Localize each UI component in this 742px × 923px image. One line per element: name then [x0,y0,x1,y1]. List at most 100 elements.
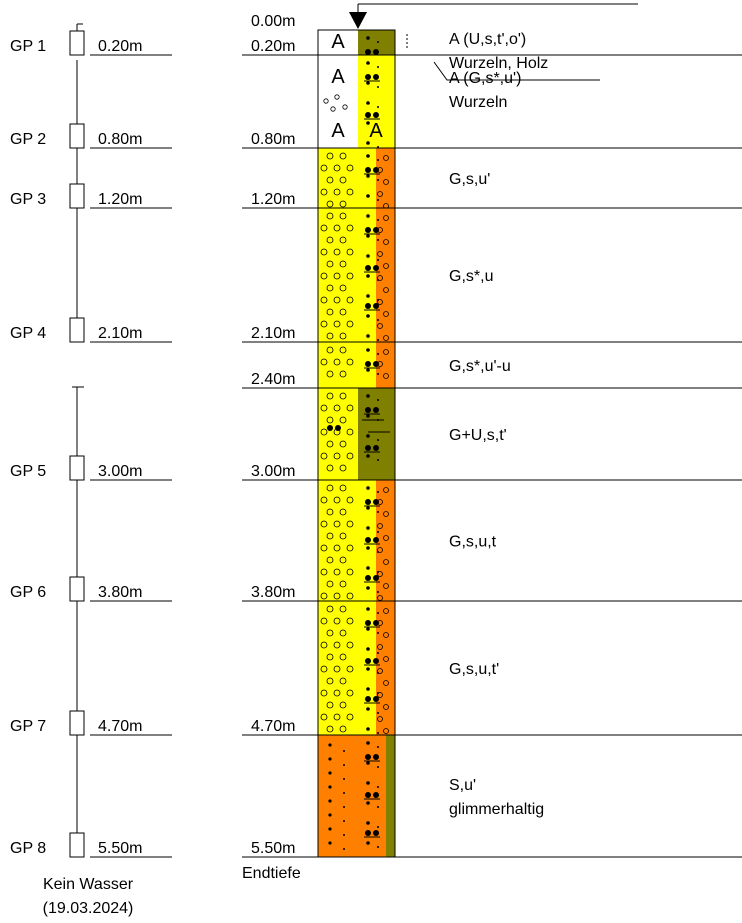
gravel-circle [383,680,389,686]
silt-double-dot [373,167,379,173]
sample-depth-label: 4.70m [98,718,142,735]
gravel-circle [383,511,389,517]
sand-dot [366,486,370,490]
sand-dot [366,707,370,711]
sand-symbol-pattern [364,348,380,375]
layer-right-fines-fill [376,148,395,208]
sand-dot [377,571,379,573]
gravel-circle [383,215,389,221]
gravel-circle [339,701,347,709]
gravel-circle [320,665,328,673]
depth-label: 4.70m [251,718,295,735]
silt-double-dot [373,792,379,798]
silt-double-dot [373,537,379,543]
silt-double-dot [365,227,371,233]
layer-right-fines-fill [376,342,395,388]
sand-dot [366,687,370,691]
sand-dot [377,353,379,355]
fill-symbol-letter: A [331,66,345,88]
layer-description: G,s,u,t' [449,661,499,678]
gravel-circle [339,346,347,354]
silt-double-dot [365,167,371,173]
sand-dot [377,591,379,593]
depth-label: 0.20m [251,38,295,55]
gravel-circle [333,665,341,673]
gravel-symbol-pattern [320,484,389,601]
sample-name: GP 2 [10,131,46,148]
silt-double-dot [373,407,379,413]
gravel-circle [326,532,334,540]
gravel-circle [339,556,347,564]
gravel-circle [383,704,389,710]
silt-double-dot [373,830,379,836]
sand-dot [377,846,379,848]
sample-box-icon [69,576,85,602]
gravel-circle [320,568,328,576]
sand-dot [366,586,370,590]
layer-outline [317,734,396,858]
gravel-circle [346,689,354,697]
gravel-circle [333,272,341,280]
sand-dot [343,750,345,752]
gravel-symbol-pattern [320,605,389,734]
depth-labels: 0.00m 0.20m 0.80m 1.20m 2.10m 2.40m 3.00m 3.80m… [251,13,295,857]
sand-symbol-pattern [364,154,380,201]
sand-dot [377,439,379,441]
sand-dot [366,314,370,318]
silt-double-dot [373,575,379,581]
gravel-circle [383,155,389,161]
sand-symbol-pattern [328,741,380,850]
gravel-circle [339,212,347,220]
layer-right-fines-fill [376,208,395,342]
soil-layer [317,341,396,389]
gravel-circle [320,592,328,600]
sample-marker: GP 6 3.80m [10,576,172,602]
layer-boundary-lines [242,54,742,858]
endtiefe-label: Endtiefe [242,865,301,882]
sand-dot [343,848,345,850]
gravel-circle [326,370,334,378]
gravel-circle [326,152,334,160]
sand-dot [377,239,379,241]
gravel-circle [383,335,389,341]
soil-layer [317,147,396,209]
layer-description-line: S,u' [449,777,476,794]
sand-dot [366,194,370,198]
gravel-circle [326,484,334,492]
gravel-circle [339,605,347,613]
gravel-circle [326,464,334,472]
sand-dot [377,712,379,714]
gravel-circle [346,617,354,625]
sand-dot [377,551,379,553]
sample-marker: GP 2 0.80m [10,123,172,149]
gravel-circle [326,725,334,733]
silt-double-dot [373,112,379,118]
sand-dot [366,414,370,418]
gravel-circle [377,692,383,698]
sand-dot [366,214,370,218]
silt-double-dot [365,499,371,505]
gravel-circle [377,668,383,674]
gravel-circle [320,641,328,649]
water-note-line-1: Kein Wasser [43,876,134,893]
water-note-line-2: (19.03.2024) [43,900,134,917]
gravel-circle [377,571,383,577]
sand-dot [343,806,345,808]
gravel-circle [383,179,389,185]
layer-description: A (G,s*,u') Wurzeln [449,70,521,111]
gravel-circle [339,200,347,208]
sand-dot [328,813,332,817]
sand-dot [377,279,379,281]
sand-dot [377,126,379,128]
sand-dot [366,254,370,258]
sand-dot [328,785,332,789]
sample-box-icon [69,183,85,209]
gravel-circle [320,224,328,232]
gravel-circle [323,98,329,104]
sample-marker: GP 8 5.50m [10,832,172,858]
layer-left-fill [318,388,358,480]
silt-double-dot [373,74,379,80]
sample-depth-label: 3.00m [98,463,142,480]
depth-label: 5.50m [251,840,295,857]
gravel-circle [339,653,347,661]
